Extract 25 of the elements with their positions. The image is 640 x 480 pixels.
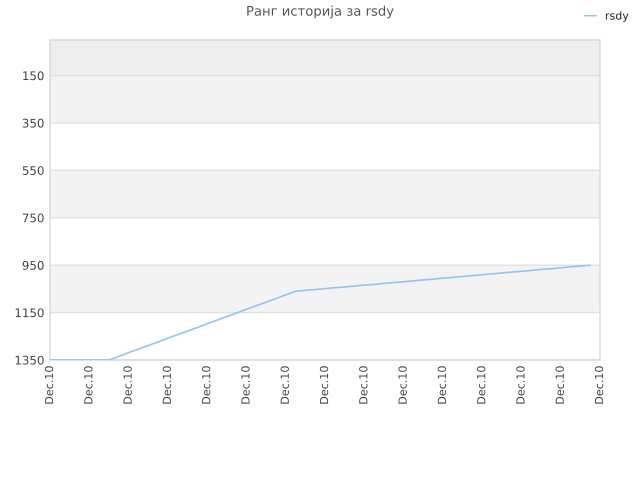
y-tick-label: 750 (22, 214, 44, 222)
y-tick-label: 1350 (16, 356, 44, 365)
x-tick-label: Dec.10 (280, 366, 289, 404)
line-series (50, 264, 592, 360)
x-tick-label: Dec.10 (594, 366, 604, 404)
x-tick-label: Dec.10 (123, 366, 132, 404)
x-tick-label: Dec.10 (162, 366, 172, 404)
x-tick-label: Dec.10 (556, 366, 564, 404)
x-tick-label: Dec.10 (398, 366, 407, 404)
x-tick-label: Dec.10 (84, 366, 93, 404)
x-tick-label: Dec.10 (438, 366, 446, 404)
y-tick-label: 150 (23, 71, 44, 80)
x-tick-label: Dec.10 (320, 366, 328, 404)
y-tick-label: 1150 (16, 308, 44, 318)
x-tick-label: Dec.10 (516, 366, 525, 404)
x-tick-label: Dec.10 (359, 366, 368, 404)
y-tick-label: 350 (22, 118, 44, 128)
chart-title: Ранг историја за rsdy (247, 6, 394, 18)
legend-label: rsdy (606, 11, 629, 22)
x-tick-label: Dec.10 (202, 366, 210, 404)
x-tick-label: Dec.10 (44, 366, 54, 404)
y-tick-label: 950 (22, 260, 44, 270)
x-tick-label: Dec.10 (241, 366, 250, 404)
y-tick-label: 550 (22, 166, 44, 176)
x-tick-label: Dec.10 (476, 366, 486, 404)
